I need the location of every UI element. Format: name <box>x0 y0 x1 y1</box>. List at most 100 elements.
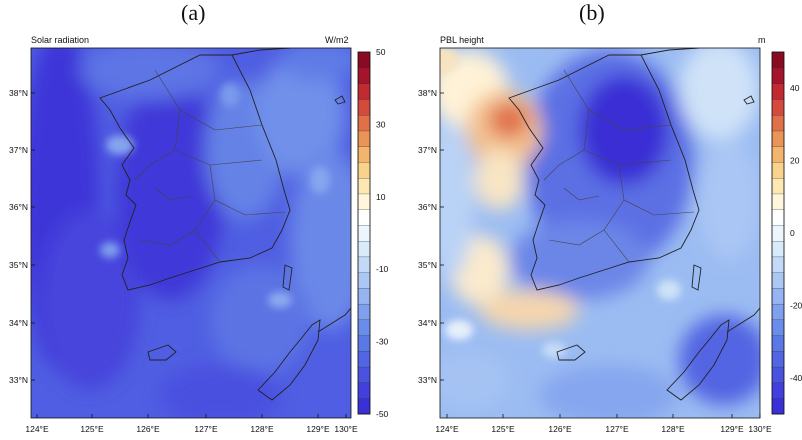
lon-label: 130°E <box>748 424 772 434</box>
colorbar-segment <box>357 162 371 179</box>
colorbar-segment <box>771 335 785 352</box>
colorbar-segment <box>357 177 371 195</box>
lon-label: 129°E <box>720 424 744 434</box>
colorbar-tick-label: 10 <box>376 192 386 202</box>
lon-label: 127°E <box>605 424 629 434</box>
lat-label: 38°N <box>418 88 437 98</box>
colorbar-segment <box>771 366 785 383</box>
colorbar-tick-label: 20 <box>790 156 800 166</box>
lon-label: 128°E <box>250 424 274 434</box>
colorbar-segment <box>771 177 785 195</box>
lon-label: 124°E <box>25 424 49 434</box>
colorbar-segment <box>357 256 371 273</box>
colorbar-tick-label: 30 <box>376 119 386 129</box>
lat-label: 36°N <box>9 202 28 212</box>
colorbar-segment <box>357 99 371 116</box>
colorbar-segment <box>357 224 371 242</box>
colorbar-tick-label: -40 <box>790 373 802 383</box>
colorbar-tick-label: -10 <box>376 264 389 274</box>
colorbar-segment <box>771 99 785 116</box>
colorbar-segment <box>357 319 371 336</box>
lon-label: 130°E <box>334 424 358 434</box>
colorbar-segment <box>771 256 785 273</box>
colorbar-segment <box>771 350 785 368</box>
panel-a-label: (a) <box>181 0 206 25</box>
colorbar-segment <box>357 303 371 321</box>
panel-b-field-shading <box>440 48 760 418</box>
colorbar-segment <box>771 67 785 84</box>
colorbar-tick-label: 0 <box>790 228 795 238</box>
colorbar-segment <box>771 224 785 242</box>
colorbar-segment <box>771 162 785 179</box>
colorbar-segment <box>771 272 785 289</box>
lat-label: 34°N <box>9 318 28 328</box>
lon-label: 124°E <box>435 424 459 434</box>
panel-b-label: (b) <box>579 0 605 25</box>
colorbar-segment <box>771 83 785 100</box>
colorbar-segment <box>771 130 785 147</box>
colorbar-segment <box>771 303 785 321</box>
colorbar-segment <box>771 193 785 210</box>
colorbar-segment <box>357 350 371 368</box>
panel-a-axes: 38°N 37°N 36°N 35°N 34°N 33°N 124°E 125°E 126°E 1… <box>9 88 358 434</box>
lat-label: 35°N <box>9 260 28 270</box>
colorbar-segment <box>357 335 371 352</box>
lat-label: 34°N <box>418 318 437 328</box>
colorbar-segment <box>357 83 371 100</box>
lat-label: 36°N <box>418 202 437 212</box>
colorbar-frame <box>771 51 785 415</box>
colorbar-segment <box>357 146 371 163</box>
colorbar-segment <box>357 382 371 399</box>
panel-b-frame <box>439 47 761 419</box>
colorbar-segment <box>771 209 785 226</box>
colorbar-segment <box>357 240 371 258</box>
colorbar-tick-label: -50 <box>376 409 389 419</box>
colorbar-segment <box>357 193 371 210</box>
panel-a-title: Solar radiation <box>31 35 90 45</box>
colorbar-tick-label: 40 <box>790 83 800 93</box>
colorbar-segment <box>357 114 371 132</box>
colorbar-segment <box>771 146 785 163</box>
panel-a-map <box>30 47 352 419</box>
panel-a-units: W/m2 <box>325 35 349 45</box>
lat-label: 38°N <box>9 88 28 98</box>
colorbar-segment <box>771 51 785 69</box>
colorbar-segment <box>771 287 785 305</box>
lon-label: 127°E <box>194 424 218 434</box>
lat-label: 33°N <box>9 375 28 385</box>
colorbar-segment <box>357 130 371 147</box>
colorbar-segment <box>771 240 785 258</box>
lon-label: 129°E <box>306 424 330 434</box>
lat-label: 37°N <box>9 145 28 155</box>
colorbar-segment <box>357 209 371 226</box>
lat-label: 33°N <box>418 375 437 385</box>
colorbar-segment <box>771 319 785 336</box>
colorbar-segment <box>357 51 371 69</box>
colorbar-tick-label: -20 <box>790 300 802 310</box>
panel-a-colorbar: 50 30 10 -10 -30 -50 <box>357 47 389 419</box>
panel-b-title: PBL height <box>440 35 484 45</box>
lat-label: 37°N <box>418 145 437 155</box>
colorbar-segment <box>771 114 785 132</box>
colorbar-segment <box>357 272 371 289</box>
colorbar-segment <box>357 398 371 415</box>
lon-label: 125°E <box>80 424 104 434</box>
colorbar-segment <box>357 366 371 383</box>
panel-b-axes: 38°N 37°N 36°N 35°N 34°N 33°N 124°E 125°E 126°E 1… <box>418 88 772 434</box>
lat-label: 35°N <box>418 260 437 270</box>
panel-b-colorbar: 40 20 0 -20 -40 <box>771 51 802 415</box>
panel-a-field-shading <box>31 48 351 418</box>
lon-label: 128°E <box>661 424 685 434</box>
lon-label: 126°E <box>548 424 572 434</box>
colorbar-segment <box>357 287 371 305</box>
panel-b-units: m <box>758 35 766 45</box>
panel-b-map <box>439 47 761 419</box>
colorbar-segment <box>357 67 371 84</box>
panel-a-frame <box>30 47 352 419</box>
colorbar-tick-label: -30 <box>376 337 389 347</box>
colorbar-segment <box>771 398 785 415</box>
colorbar-frame <box>357 51 371 415</box>
colorbar-segment <box>771 382 785 399</box>
lon-label: 125°E <box>491 424 515 434</box>
